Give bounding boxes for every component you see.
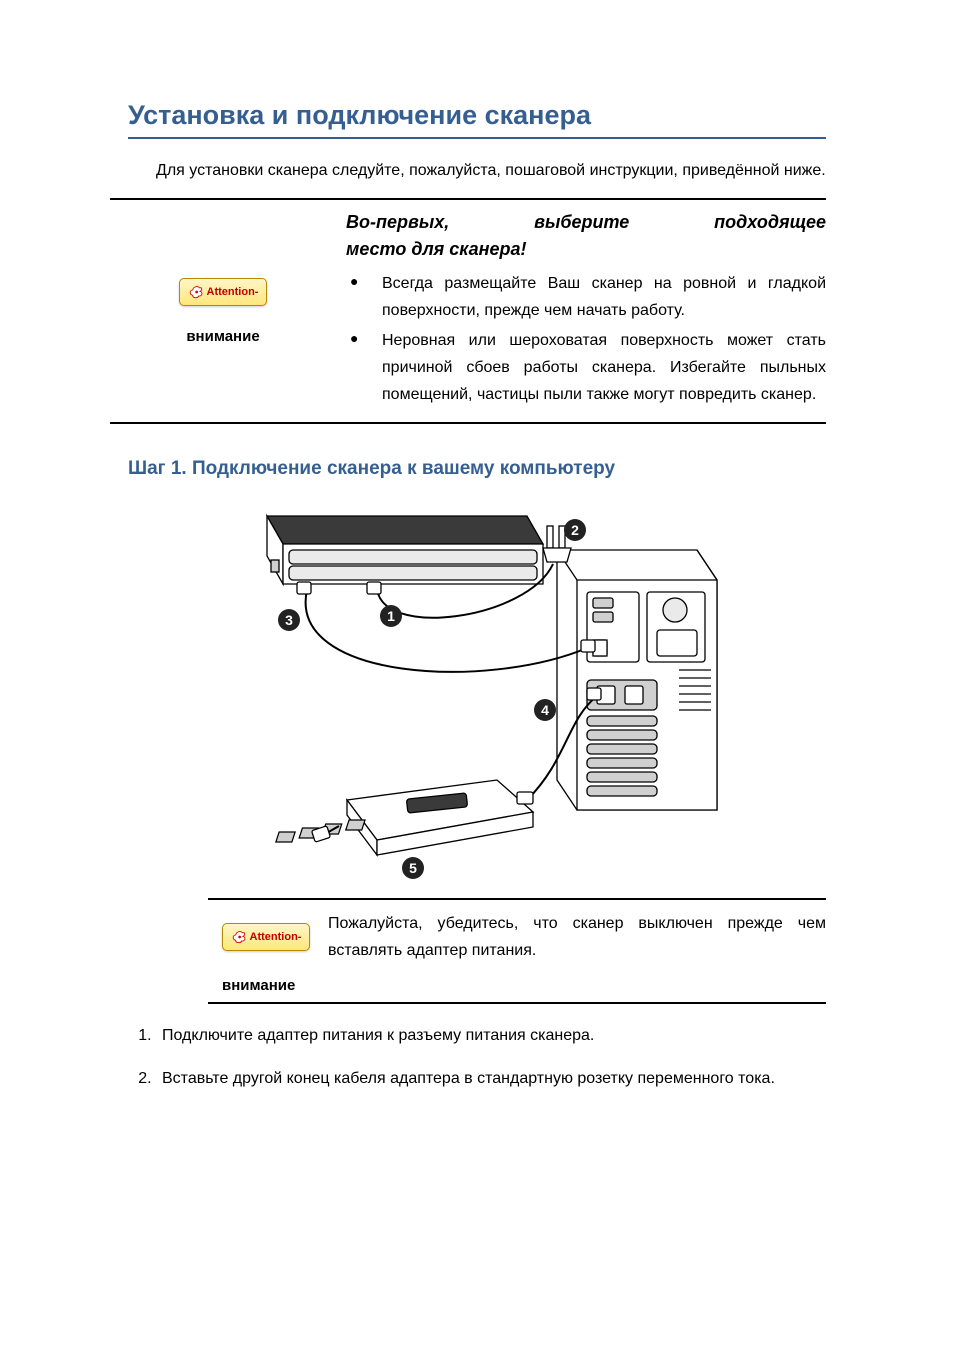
attention-icon bbox=[188, 284, 204, 300]
callout-bullet-item: Неровная или шероховатая поверхность мож… bbox=[346, 327, 826, 409]
numbered-steps: Подключите адаптер питания к разъему пит… bbox=[128, 1022, 826, 1092]
diagram-label-1: 1 bbox=[387, 608, 395, 624]
step-item: Вставьте другой конец кабеля адаптера в … bbox=[156, 1065, 826, 1092]
document-page: Установка и подключение сканера Для уста… bbox=[0, 0, 954, 1168]
step-heading: Шаг 1. Подключение сканера к вашему комп… bbox=[128, 458, 826, 480]
diagram-label-3: 3 bbox=[285, 612, 293, 628]
diagram-label-2: 2 bbox=[571, 522, 579, 538]
attention-label: внимание bbox=[186, 328, 259, 345]
attention-icon bbox=[231, 929, 247, 945]
page-title: Установка и подключение сканера bbox=[128, 100, 826, 139]
diagram-label-4: 4 bbox=[541, 702, 549, 718]
attention-badge: Attention- bbox=[179, 278, 267, 306]
callout-title-line2: место для сканера! bbox=[346, 239, 826, 260]
attention-label: внимание bbox=[222, 977, 826, 994]
callout2-text: Пожалуйста, убедитесь, что сканер выключ… bbox=[328, 910, 826, 964]
attention-callout-2: Attention- Пожалуйста, убедитесь, что ск… bbox=[208, 898, 826, 1003]
connection-diagram: 1 2 3 4 5 bbox=[227, 500, 727, 880]
callout-bullet-item: Всегда размещайте Ваш сканер на ровной и… bbox=[346, 270, 826, 324]
diagram-label-5: 5 bbox=[409, 860, 417, 876]
callout-title-line1: Во-первых, выберите подходящее bbox=[346, 212, 826, 233]
step-item: Подключите адаптер питания к разъему пит… bbox=[156, 1022, 826, 1049]
attention-callout-1: Attention- внимание Во-первых, выберите … bbox=[110, 198, 826, 424]
callout2-row: Attention- Пожалуйста, убедитесь, что ск… bbox=[208, 910, 826, 964]
intro-paragraph: Для установки сканера следуйте, пожалуйс… bbox=[128, 157, 826, 184]
attention-badge-text: Attention- bbox=[207, 286, 259, 298]
callout-right-column: Во-первых, выберите подходящее место для… bbox=[346, 212, 826, 410]
attention-badge: Attention- bbox=[222, 923, 310, 951]
diagram-svg: 1 2 3 4 5 bbox=[227, 500, 727, 880]
callout-bullet-list: Всегда размещайте Ваш сканер на ровной и… bbox=[346, 270, 826, 408]
attention-badge-text: Attention- bbox=[250, 931, 302, 943]
callout-left-column: Attention- внимание bbox=[110, 212, 346, 410]
